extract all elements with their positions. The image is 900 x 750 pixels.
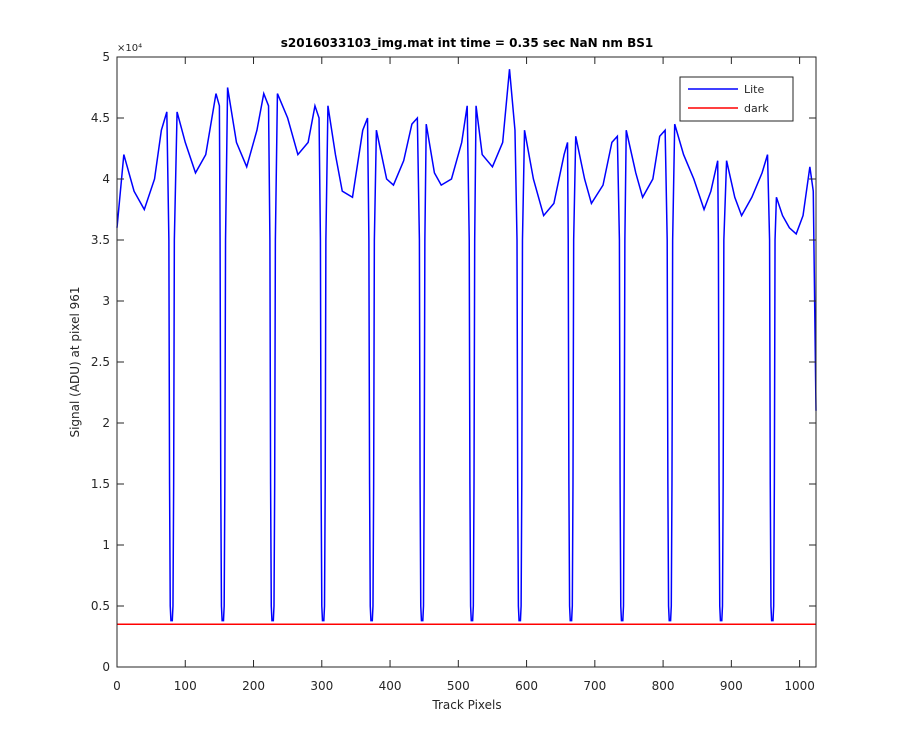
y-tick-label: 3.5: [91, 233, 110, 247]
x-tick-label: 200: [242, 679, 265, 693]
legend-label: dark: [744, 102, 769, 115]
line-series: [116, 69, 817, 622]
y-tick-label: 4.5: [91, 111, 110, 125]
y-tick-label: 4: [102, 172, 110, 186]
x-tick-label: 400: [379, 679, 402, 693]
y-tick-label: 2: [102, 416, 110, 430]
x-tick-label: 900: [720, 679, 743, 693]
chart-title: s2016033103_img.mat int time = 0.35 sec …: [281, 36, 653, 51]
legend-label: Lite: [744, 83, 764, 96]
y-tick-label: 0.5: [91, 599, 110, 613]
y-tick-label: 2.5: [91, 355, 110, 369]
y-tick-label: 3: [102, 294, 110, 308]
x-tick-label: 800: [652, 679, 675, 693]
y-axis-label: Signal (ADU) at pixel 961: [68, 286, 82, 437]
x-tick-label: 600: [515, 679, 538, 693]
x-tick-label: 500: [447, 679, 470, 693]
y-tick-label: 5: [102, 50, 110, 64]
x-axis-label: Track Pixels: [431, 698, 501, 712]
y-exponent: ×10⁴: [117, 43, 142, 54]
x-tick-label: 0: [113, 679, 121, 693]
x-tick-label: 100: [174, 679, 197, 693]
y-tick-label: 0: [102, 660, 110, 674]
legend-box: [679, 76, 794, 122]
y-tick-label: 1: [102, 538, 110, 552]
x-tick-label: 700: [583, 679, 606, 693]
y-tick-label: 1.5: [91, 477, 110, 491]
x-tick-label: 1000: [784, 679, 815, 693]
x-tick-label: 300: [310, 679, 333, 693]
